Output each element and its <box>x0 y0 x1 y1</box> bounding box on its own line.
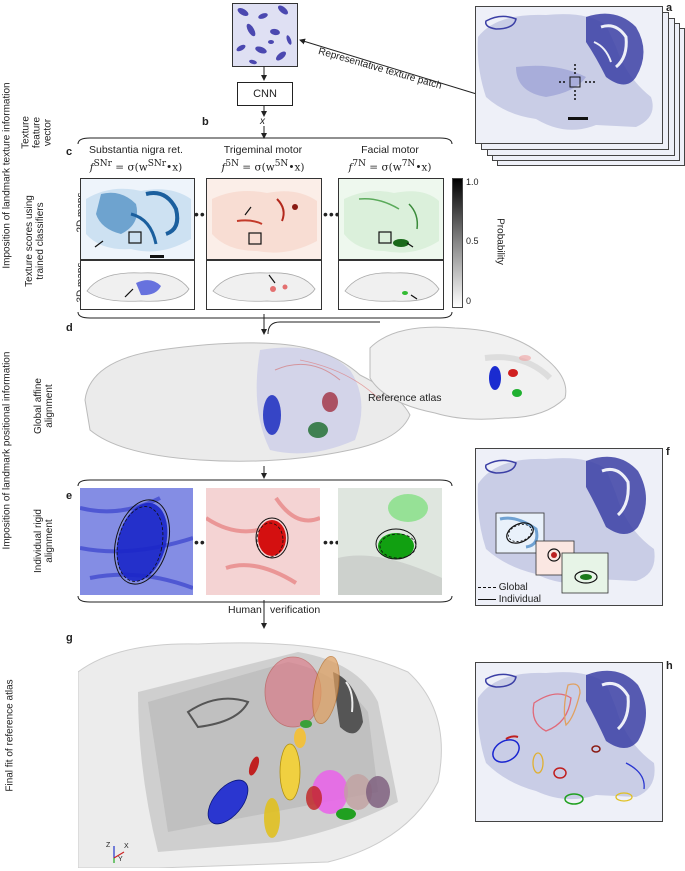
panel-letter-b: b <box>202 116 209 128</box>
axis-x-label: X <box>124 843 129 850</box>
colorbar-label: Probability <box>494 218 506 265</box>
rigid-alignment-5n <box>206 488 320 595</box>
section-overlay-f <box>475 448 663 606</box>
panel-letter-f: f <box>666 446 670 458</box>
legend-dashed-line-icon <box>478 586 496 588</box>
colorbar-tick-top: 1.0 <box>466 177 479 187</box>
human-verification-left: Human <box>228 604 262 616</box>
ellipsis-2: ••• <box>323 206 341 222</box>
ellipsis-4: ••• <box>323 534 341 550</box>
human-verification-right: verification <box>270 604 321 616</box>
rigid-alignment-snr <box>80 488 193 595</box>
panel-letter-e: e <box>66 490 73 502</box>
final-fit-3d-render <box>78 632 452 868</box>
axis-y-label: Y <box>118 856 123 863</box>
map-3d-snr <box>80 260 195 310</box>
reference-atlas-label: Reference atlas <box>368 392 442 404</box>
reference-atlas-brain <box>365 318 575 428</box>
panel-letter-a: a <box>666 2 673 14</box>
axes-glyph: Z X Y <box>106 836 136 866</box>
map-2d-7n <box>338 178 444 260</box>
map-3d-7n <box>338 260 444 310</box>
global-affine-brain <box>80 330 420 470</box>
classifier-equation-5n: f5N = σ(w5N•x) <box>221 159 305 174</box>
classifier-equation-7n: f7N = σ(w7N•x) <box>348 159 432 174</box>
classifier-name-snr: Substantia nigra ret. <box>89 144 183 156</box>
rigid-alignment-7n <box>338 488 442 595</box>
section-final-fit-h <box>475 662 663 822</box>
feature-vector-x: x <box>260 116 265 127</box>
panel-letter-d: d <box>66 322 73 334</box>
map-2d-snr <box>80 178 195 260</box>
panel-letter-h: h <box>666 660 673 672</box>
section-top <box>475 6 663 144</box>
section-stack <box>475 4 685 174</box>
panel-letter-c: c <box>66 146 73 158</box>
map-2d-5n <box>206 178 322 260</box>
map-3d-5n <box>206 260 322 310</box>
legend-global: Global <box>478 582 528 593</box>
colorbar-tick-mid: 0.5 <box>466 236 479 246</box>
probability-colorbar <box>452 178 463 308</box>
colorbar-tick-bottom: 0 <box>466 296 472 306</box>
panel-letter-g: g <box>66 632 73 644</box>
classifier-name-7n: Facial motor <box>361 144 419 156</box>
legend-solid-line-icon <box>478 598 496 600</box>
legend-individual: Individual <box>478 594 541 605</box>
classifier-equation-snr: fSNr = σ(wSNr•x) <box>89 159 183 174</box>
cnn-box: CNN <box>237 82 293 106</box>
texture-patch-image <box>232 3 298 67</box>
classifier-name-5n: Trigeminal motor <box>223 144 303 156</box>
axis-z-label: Z <box>106 842 111 849</box>
